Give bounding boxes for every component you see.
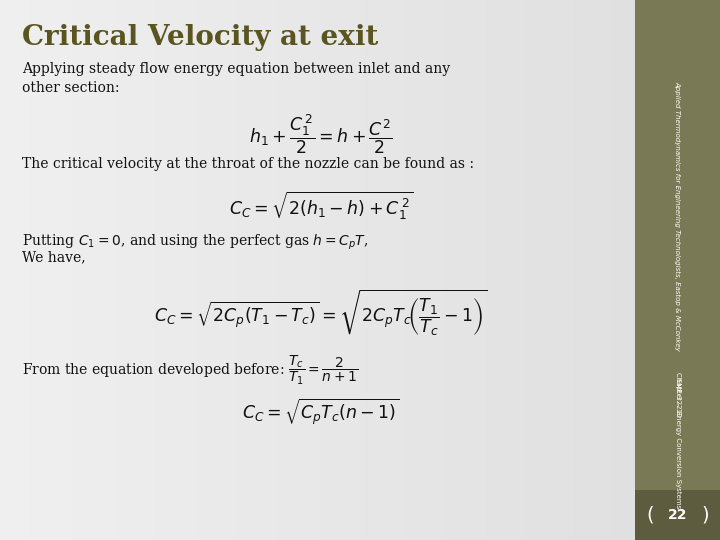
Text: ): ) xyxy=(701,505,708,525)
Text: $C_C = \sqrt{2C_p(T_1 - T_c)} = \sqrt{2C_pT_c\!\left(\dfrac{T_1}{T_c} - 1\right): $C_C = \sqrt{2C_p(T_1 - T_c)} = \sqrt{2C… xyxy=(154,287,488,338)
Bar xyxy=(635,0,720,490)
Text: Applied Thermodynamics for Engineering Technologists, Eastop & McConkey: Applied Thermodynamics for Engineering T… xyxy=(675,81,680,351)
Bar xyxy=(635,490,720,540)
Text: (: ( xyxy=(647,505,654,525)
Text: We have,: We have, xyxy=(22,250,85,264)
Text: The critical velocity at the throat of the nozzle can be found as :: The critical velocity at the throat of t… xyxy=(22,157,474,171)
Text: EME-322 Energy Conversion Systems: EME-322 Energy Conversion Systems xyxy=(675,377,680,508)
Text: Critical Velocity at exit: Critical Velocity at exit xyxy=(22,24,378,51)
Text: $C_C = \sqrt{2(h_1 - h) + C_1^{\,2}}$: $C_C = \sqrt{2(h_1 - h) + C_1^{\,2}}$ xyxy=(229,190,413,222)
Text: Putting $C_1 = 0$, and using the perfect gas $h = C_pT$,: Putting $C_1 = 0$, and using the perfect… xyxy=(22,232,368,252)
Text: Chapter – 10: Chapter – 10 xyxy=(675,372,680,416)
Text: From the equation developed before: $\dfrac{T_c}{T_1} = \dfrac{2}{n+1}$: From the equation developed before: $\df… xyxy=(22,354,359,387)
Text: $h_1 + \dfrac{C_1^{\,2}}{2} = h + \dfrac{C^2}{2}$: $h_1 + \dfrac{C_1^{\,2}}{2} = h + \dfrac… xyxy=(249,112,393,156)
Text: other section:: other section: xyxy=(22,81,119,95)
Text: 22: 22 xyxy=(667,508,688,522)
Text: $C_C = \sqrt{C_pT_c(n-1)}$: $C_C = \sqrt{C_pT_c(n-1)}$ xyxy=(242,397,400,427)
Text: Applying steady flow energy equation between inlet and any: Applying steady flow energy equation bet… xyxy=(22,62,450,76)
